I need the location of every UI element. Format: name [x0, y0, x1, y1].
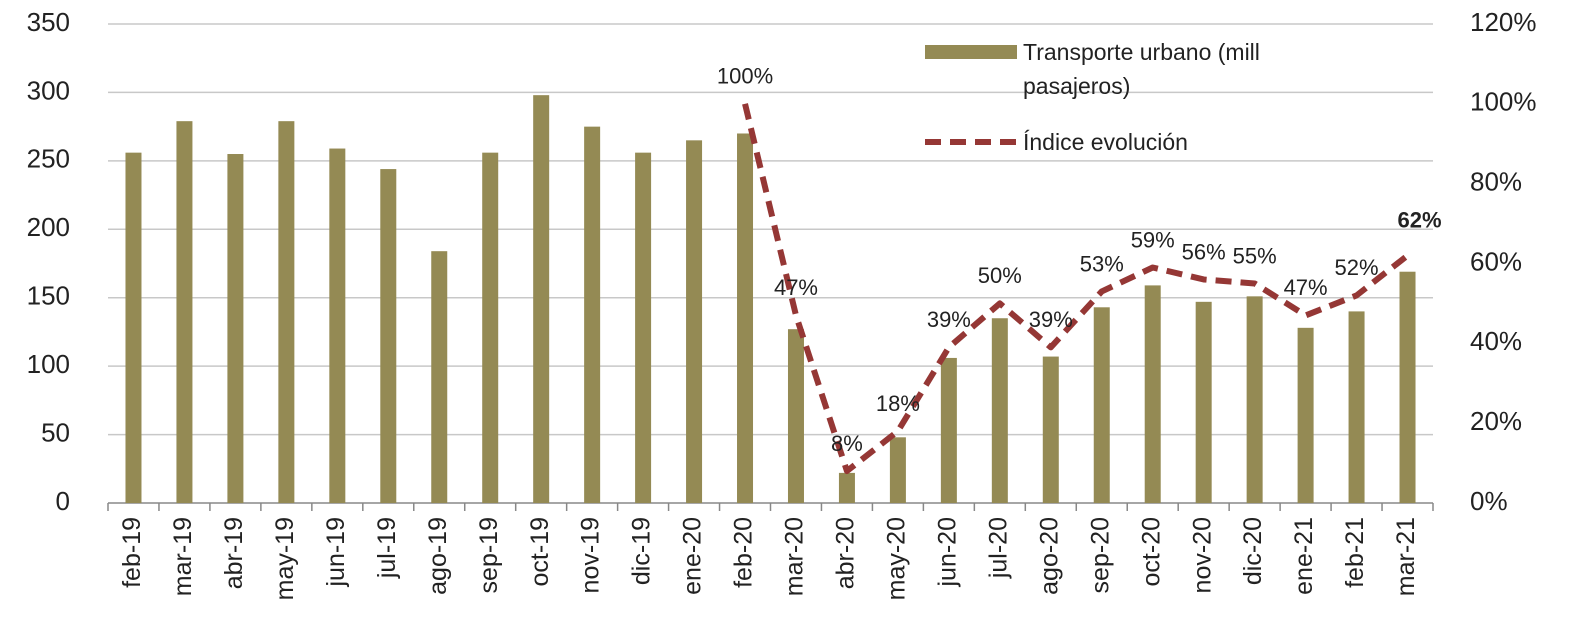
- y2-tick-label: 80%: [1470, 167, 1522, 197]
- x-tick-label: oct-19: [526, 517, 554, 586]
- data-label: 53%: [1080, 251, 1124, 276]
- y-tick-label: 300: [27, 75, 70, 105]
- x-tick-label: feb-19: [118, 517, 146, 588]
- data-label: 52%: [1335, 255, 1379, 280]
- x-tick-label: feb-20: [730, 517, 758, 588]
- x-tick-label: abr-20: [832, 517, 860, 589]
- y-tick-label: 0: [56, 486, 70, 516]
- x-tick-label: may-19: [271, 517, 299, 600]
- line: [742, 103, 1410, 475]
- legend-label: Transporte urbano (mill pasajeros): [1023, 39, 1260, 99]
- x-tick-label: ago-19: [424, 517, 452, 595]
- bar: [686, 140, 703, 504]
- bar: [1348, 311, 1365, 503]
- y2-tick-label: 60%: [1470, 246, 1522, 276]
- bar: [940, 357, 957, 503]
- data-label: 8%: [831, 431, 863, 456]
- data-label: 50%: [978, 263, 1022, 288]
- x-tick-label: jul-20: [984, 517, 1012, 579]
- x-tick-label: mar-20: [781, 517, 809, 596]
- legend-item: Transporte urbano (mill pasajeros): [1023, 39, 1260, 99]
- bar: [1399, 271, 1416, 503]
- y-tick-label: 150: [27, 281, 70, 311]
- x-tick-label: nov-19: [577, 517, 605, 593]
- bar: [889, 437, 906, 503]
- bar: [1195, 301, 1212, 503]
- bar: [278, 121, 295, 503]
- bar: [635, 152, 652, 503]
- bar: [737, 133, 754, 503]
- x-tick-label: ene-21: [1290, 517, 1318, 595]
- bar: [1297, 327, 1314, 503]
- bar: [380, 169, 397, 503]
- data-label: 47%: [774, 275, 818, 300]
- y2-tick-label: 40%: [1470, 326, 1522, 356]
- bar: [1042, 356, 1059, 503]
- y-tick-label: 100: [27, 349, 70, 379]
- x-tick-label: sep-19: [475, 517, 503, 593]
- x-tick-label: jun-20: [933, 517, 961, 588]
- x-tick-label: oct-20: [1137, 517, 1165, 586]
- x-tick-label: abr-19: [220, 517, 248, 589]
- x-tick-label: mar-21: [1392, 517, 1420, 596]
- y2-tick-label: 0%: [1470, 486, 1508, 516]
- y2-tick-label: 100%: [1470, 87, 1537, 117]
- x-tick-label: may-20: [883, 517, 911, 600]
- x-tick-label: ago-20: [1035, 517, 1063, 595]
- x-tick-label: dic-20: [1239, 517, 1267, 585]
- data-label: 47%: [1284, 275, 1328, 300]
- bar: [838, 472, 855, 503]
- x-tick-label: ene-20: [679, 517, 707, 595]
- x-tick-label: jun-19: [322, 517, 350, 588]
- y-tick-label: 250: [27, 144, 70, 174]
- data-label: 55%: [1233, 243, 1277, 268]
- x-tick-label: mar-19: [169, 517, 197, 596]
- legend-label: Índice evolución: [1023, 129, 1188, 155]
- y-tick-label: 50: [41, 417, 70, 447]
- bar: [1246, 296, 1263, 503]
- data-label: 62%: [1397, 207, 1441, 232]
- x-tick-label: jul-19: [373, 517, 401, 579]
- x-tick-label: dic-19: [628, 517, 656, 585]
- bar: [1093, 307, 1110, 503]
- y2-tick-label: 120%: [1470, 7, 1537, 37]
- bar: [125, 152, 142, 503]
- x-tick-label: nov-20: [1188, 517, 1216, 593]
- bar: [227, 154, 244, 503]
- data-label: 56%: [1182, 239, 1226, 264]
- y-tick-label: 350: [27, 7, 70, 37]
- legend-swatch: [925, 45, 1017, 59]
- data-label: 39%: [1029, 307, 1073, 332]
- bar: [431, 251, 448, 503]
- x-tick-label: sep-20: [1086, 517, 1114, 593]
- bar: [991, 318, 1008, 503]
- data-label: 100%: [717, 64, 773, 89]
- data-label: 39%: [927, 307, 971, 332]
- bar: [584, 126, 601, 504]
- x-tick-label: feb-21: [1341, 517, 1369, 588]
- bar: [533, 95, 550, 503]
- bar: [329, 148, 346, 504]
- data-label: 59%: [1131, 227, 1175, 252]
- bar: [787, 329, 804, 503]
- bar: [176, 121, 193, 503]
- legend-item: Índice evolución: [1023, 129, 1188, 155]
- data-label: 18%: [876, 391, 920, 416]
- y-tick-label: 200: [27, 212, 70, 242]
- y2-tick-label: 20%: [1470, 406, 1522, 436]
- bar: [1144, 285, 1161, 503]
- bar: [482, 152, 499, 503]
